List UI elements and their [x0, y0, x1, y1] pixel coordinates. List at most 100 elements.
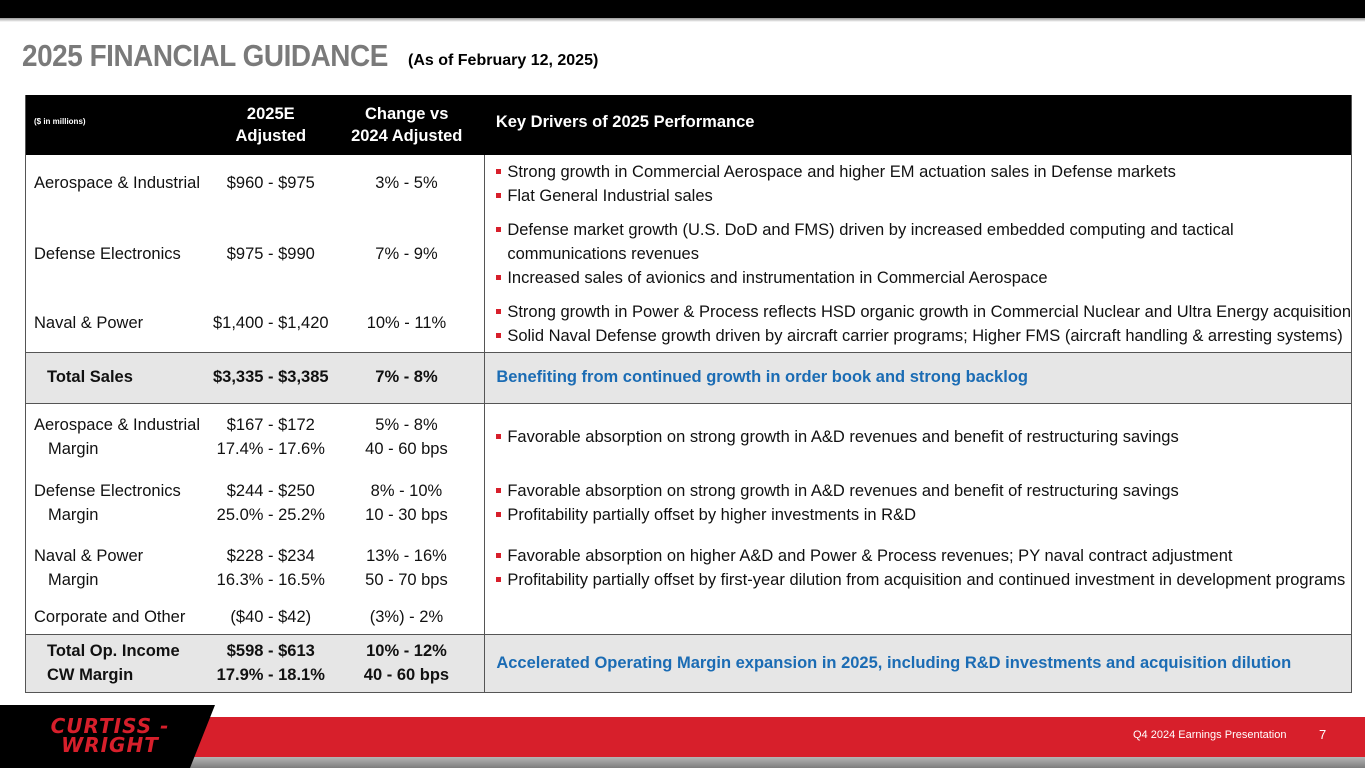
driver-text: Strong growth in Commercial Aerospace an…: [507, 162, 1176, 181]
total-income-label: Total Op. Income: [47, 642, 180, 660]
segment-name: Aerospace & Industrial: [34, 416, 201, 435]
total-sales-row: Total Sales $3,335 - $3,385 7% - 8% Bene…: [25, 351, 1352, 404]
table-row: Naval & Power Margin $228 - $234 16.3% -…: [26, 535, 1352, 601]
drivers-cell-empty: [484, 601, 1352, 634]
income-estimate: $228 - $234: [226, 547, 315, 565]
driver-text: Favorable absorption on strong growth in…: [507, 428, 1179, 447]
table-row: Defense Electronics Margin $244 - $250 2…: [26, 471, 1352, 535]
top-bar-shadow: [0, 18, 1365, 22]
driver-bullet: Strong growth in Commercial Aerospace an…: [496, 160, 1351, 184]
drivers-cell: Favorable absorption on strong growth in…: [484, 471, 1352, 535]
segment-cell: Naval & Power Margin: [26, 535, 213, 601]
bullet-icon: [496, 192, 502, 198]
driver-text: Defense market growth (U.S. DoD and FMS)…: [507, 221, 1234, 239]
units-label: ($ in millions): [25, 95, 213, 155]
margin-label: Margin: [48, 440, 99, 459]
segment-name: Naval & Power: [34, 547, 144, 565]
total-margin-change: 40 - 60 bps: [363, 666, 450, 684]
income-estimate: $167 - $172: [226, 416, 315, 435]
table-row: Naval & Power $1,400 - $1,420 10% - 11% …: [26, 296, 1352, 352]
guidance-table: ($ in millions) 2025E Adjusted Change vs…: [25, 95, 1352, 693]
column-header-estimate-line1: 2025E: [246, 105, 295, 123]
income-change: 8% - 10%: [370, 482, 443, 500]
total-margin-estimate: 17.9% - 18.1%: [216, 666, 325, 684]
total-sales-driver: Benefiting from continued growth in orde…: [484, 351, 1352, 404]
bullet-icon: [496, 227, 502, 232]
sales-change: 3% - 5%: [375, 174, 438, 192]
segment-cell: Aerospace & Industrial Margin: [26, 403, 213, 471]
income-change: 5% - 8%: [375, 416, 438, 435]
bullet-icon: [496, 434, 502, 440]
income-estimate-cell: $167 - $172 17.4% - 17.6%: [213, 403, 329, 471]
slide-title: 2025 FINANCIAL GUIDANCE (As of February …: [22, 38, 598, 74]
margin-label: Margin: [48, 506, 99, 524]
total-income-change: 10% - 12%: [366, 642, 447, 660]
driver-bullet: Profitability partially offset by higher…: [496, 503, 1351, 527]
segment-name: Aerospace & Industrial: [34, 174, 201, 192]
slide-subtitle: (As of February 12, 2025): [408, 52, 599, 69]
income-change-cell: 5% - 8% 40 - 60 bps: [329, 403, 485, 471]
segment-name: Corporate and Other: [34, 607, 186, 626]
segment-name: Defense Electronics: [34, 482, 181, 500]
margin-estimate: 16.3% - 16.5%: [216, 571, 325, 589]
income-change: (3%) - 2%: [369, 607, 444, 626]
driver-text: Increased sales of avionics and instrume…: [507, 269, 1048, 287]
income-change: 13% - 16%: [366, 547, 447, 565]
company-logo: CURTISS - WRIGHT: [30, 714, 190, 755]
bullet-icon: [496, 275, 502, 280]
driver-bullet: Favorable absorption on higher A&D and P…: [496, 544, 1351, 568]
income-estimate-cell: $228 - $234 16.3% - 16.5%: [213, 535, 329, 601]
margin-change: 40 - 60 bps: [365, 440, 448, 459]
margin-estimate: 17.4% - 17.6%: [216, 440, 325, 459]
driver-bullet: Defense market growth (U.S. DoD and FMS)…: [496, 218, 1351, 242]
margin-label: Margin: [48, 571, 99, 589]
segment-name: Defense Electronics: [34, 244, 181, 263]
total-income-driver: Accelerated Operating Margin expansion i…: [484, 633, 1352, 693]
driver-continuation: communications revenues: [507, 245, 699, 263]
logo-panel: [0, 705, 215, 768]
page-number: 7: [1319, 727, 1327, 742]
driver-bullet: Solid Naval Defense growth driven by air…: [496, 324, 1351, 348]
driver-text: Flat General Industrial sales: [507, 186, 713, 205]
sales-estimate: $960 - $975: [226, 174, 315, 192]
driver-bullet: Profitability partially offset by first-…: [496, 568, 1351, 592]
total-sales-estimate: $3,335 - $3,385: [212, 351, 329, 404]
sales-estimate: $975 - $990: [226, 244, 315, 263]
sales-change: 7% - 9%: [375, 244, 438, 263]
bullet-icon: [496, 168, 502, 174]
driver-bullet: Favorable absorption on strong growth in…: [496, 479, 1351, 503]
drivers-cell: Favorable absorption on strong growth in…: [484, 403, 1352, 471]
income-estimate: ($40 - $42): [230, 607, 312, 626]
total-sales-change: 7% - 8%: [328, 351, 485, 404]
footer-gray-strip: [0, 757, 1365, 768]
drivers-cell: Strong growth in Power & Process reflect…: [484, 296, 1352, 352]
bullet-icon: [496, 553, 502, 558]
driver-text: Solid Naval Defense growth driven by air…: [507, 326, 1343, 345]
presentation-label: Q4 2024 Earnings Presentation: [1133, 729, 1287, 741]
income-change-cell: 8% - 10% 10 - 30 bps: [329, 471, 485, 535]
column-header-estimate-line2: Adjusted: [235, 127, 307, 145]
driver-text: Profitability partially offset by higher…: [507, 506, 917, 524]
income-estimate: $244 - $250: [226, 482, 315, 500]
total-income-estimate-cell: $598 - $613 17.9% - 18.1%: [212, 633, 329, 693]
total-income-row: Total Op. Income CW Margin $598 - $613 1…: [25, 633, 1352, 693]
margin-estimate: 25.0% - 25.2%: [216, 506, 325, 524]
driver-text: Favorable absorption on strong growth in…: [507, 482, 1179, 500]
driver-text: Strong growth in Power & Process reflect…: [507, 302, 1351, 321]
logo-line-1: CURTISS -: [50, 714, 170, 738]
driver-bullet: Strong growth in Power & Process reflect…: [496, 300, 1351, 324]
total-income-label-cell: Total Op. Income CW Margin: [25, 633, 213, 693]
table-row: Defense Electronics $975 - $990 7% - 9% …: [26, 212, 1352, 296]
total-sales-label: Total Sales: [25, 351, 213, 404]
driver-bullet: Flat General Industrial sales: [496, 184, 1351, 208]
table-row: Aerospace & Industrial $960 - $975 3% - …: [26, 155, 1352, 212]
driver-bullet: Favorable absorption on strong growth in…: [496, 425, 1351, 449]
logo-panel-shape: [0, 705, 215, 768]
bullet-icon: [496, 308, 502, 314]
driver-text: Profitability partially offset by first-…: [507, 571, 1346, 589]
driver-text: Favorable absorption on higher A&D and P…: [507, 547, 1233, 565]
income-estimate-cell: $244 - $250 25.0% - 25.2%: [213, 471, 329, 535]
segment-name: Naval & Power: [34, 314, 144, 333]
table-header-row: ($ in millions) 2025E Adjusted Change vs…: [25, 95, 1352, 155]
margin-change: 10 - 30 bps: [365, 506, 448, 524]
